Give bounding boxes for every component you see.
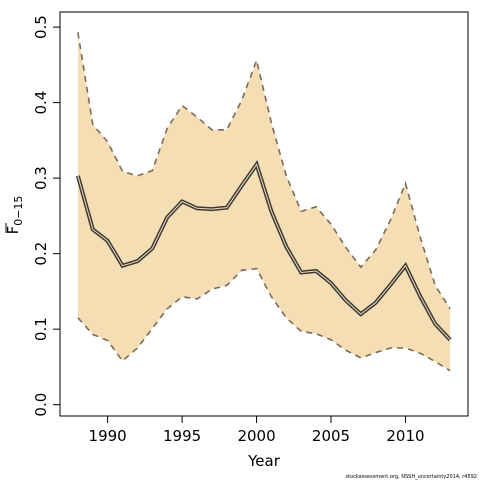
x-tick-label-2000: 2000 (237, 427, 275, 445)
x-axis-label: Year (247, 452, 281, 470)
svg-text:F0−15: F0−15 (4, 196, 25, 235)
y-tick-label-0.1: 0.1 (32, 317, 50, 341)
upper-bound-line (77, 32, 451, 310)
x-tick-label-2005: 2005 (312, 427, 350, 445)
y-axis: 0.0 0.1 0.2 0.3 0.4 0.5 (32, 15, 60, 417)
x-axis: 1990 1995 2000 2005 2010 (89, 416, 425, 445)
y-tick-label-0.4: 0.4 (32, 91, 50, 115)
confidence-band (77, 32, 451, 371)
x-tick-label-2010: 2010 (386, 427, 424, 445)
y-tick-label-0.3: 0.3 (32, 166, 50, 190)
estimate-line-inner (77, 163, 451, 341)
x-tick-label-1990: 1990 (89, 427, 127, 445)
lower-bound-line (77, 267, 451, 372)
y-axis-label: F0−15 (4, 196, 25, 235)
credit-text: stockassessment.org, NSSH_uncertainty201… (345, 474, 477, 480)
x-tick-label-1995: 1995 (163, 427, 201, 445)
y-tick-label-0.0: 0.0 (32, 393, 50, 417)
y-axis-label-main: F (4, 226, 22, 235)
plot-frame (59, 11, 469, 417)
y-tick-label-0.2: 0.2 (32, 242, 50, 266)
y-axis-label-sub: 0−15 (12, 196, 25, 226)
y-tick-label-0.5: 0.5 (32, 15, 50, 39)
